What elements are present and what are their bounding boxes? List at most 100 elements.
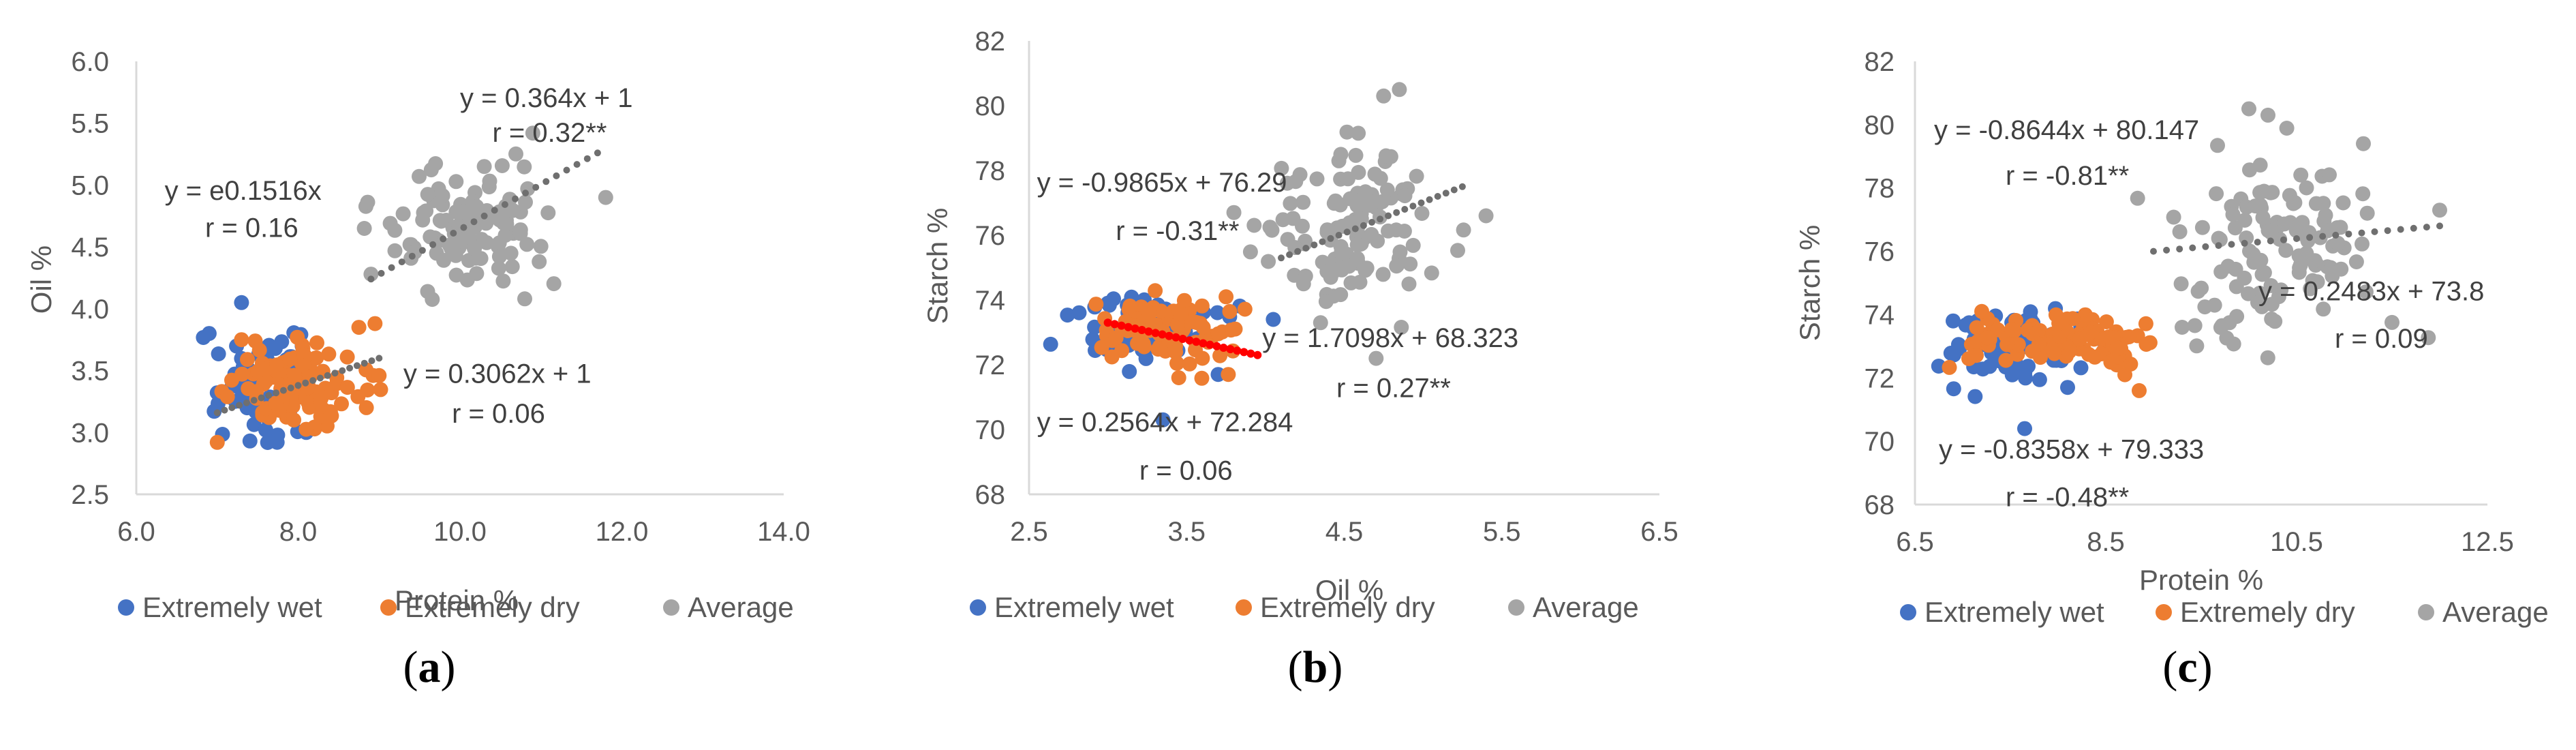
trendline-dot: [2293, 235, 2300, 242]
trendline-dot: [2202, 243, 2209, 250]
data-point-extremely-dry: [1148, 283, 1163, 299]
data-point-average: [2318, 207, 2333, 223]
trendline-dot: [1335, 232, 1343, 239]
data-point-extremely-wet: [2073, 360, 2089, 376]
data-point-average: [1392, 244, 1408, 260]
data-point-average: [360, 194, 375, 210]
legend-entry: Extremely dry: [1260, 591, 1435, 623]
data-point-extremely-dry: [1222, 303, 1238, 319]
trendline-dot: [1393, 209, 1400, 216]
data-point-average: [1370, 233, 1385, 249]
data-point-extremely-dry: [240, 352, 255, 368]
trendline-dot: [2332, 231, 2340, 239]
data-point-average: [546, 276, 562, 292]
data-point-average: [457, 205, 473, 220]
data-point-average: [2166, 209, 2181, 225]
chart-panel-b: 68 70 72 74 76 78 80 82 2.5 3.5 4.5 5.5 6.5 y = -0.98…: [921, 27, 1678, 692]
trendline-dot: [573, 161, 581, 168]
data-point-average: [2356, 136, 2371, 151]
trendline-dot: [250, 397, 258, 404]
trendline-dot: [339, 367, 346, 374]
data-point-average: [2187, 318, 2203, 333]
data-point-average: [2210, 138, 2225, 153]
regression-annotation: r = 0.06: [1139, 456, 1233, 486]
x-tick-label: 14.0: [757, 517, 810, 547]
data-point-average: [428, 156, 444, 171]
trendline-dot: [2150, 247, 2157, 255]
regression-annotation: y = 1.7098x + 68.323: [1262, 323, 1518, 353]
data-point-average: [478, 215, 494, 231]
regression-annotation: r = 0.27**: [1336, 374, 1451, 404]
trendline-dot: [2215, 242, 2222, 250]
trendline-dot: [273, 389, 280, 397]
trendline-dot: [1233, 346, 1242, 355]
data-point-average: [495, 273, 511, 289]
x-tick-label: 6.5: [1640, 517, 1678, 547]
data-point-average: [1456, 222, 1471, 238]
trendline-dot: [1310, 241, 1318, 249]
data-point-average: [423, 229, 438, 245]
data-point-average: [467, 241, 482, 256]
data-point-average: [2322, 167, 2337, 183]
data-point-extremely-wet: [1100, 295, 1116, 311]
trendline-dot: [2410, 224, 2417, 232]
trendline-dot: [2280, 236, 2287, 243]
x-tick-label: 10.0: [433, 517, 487, 547]
trendline-dot: [294, 382, 302, 389]
data-point-extremely-wet: [1122, 363, 1137, 379]
data-point-extremely-dry: [2132, 382, 2147, 398]
trendline-dot: [1351, 225, 1359, 232]
data-point-average: [2307, 253, 2322, 269]
legend-marker: [2156, 604, 2172, 620]
data-point-average: [1414, 206, 1430, 221]
data-point-extremely-dry: [1171, 370, 1186, 385]
data-point-extremely-dry: [2121, 329, 2137, 344]
y-tick-label: 78: [975, 156, 1006, 186]
trendline-dot: [287, 385, 294, 391]
trendline-dot: [346, 364, 354, 372]
trendline-dot: [470, 218, 478, 226]
trendline-dot: [1144, 327, 1153, 336]
data-point-extremely-wet: [2017, 365, 2033, 380]
trendline-dot: [408, 252, 416, 260]
data-point-average: [598, 190, 613, 205]
regression-annotation: r = 0.16: [205, 213, 298, 243]
x-tick-label: 12.5: [2461, 527, 2514, 557]
data-point-extremely-dry: [1108, 330, 1124, 346]
regression-annotation: y = -0.8644x + 80.147: [1934, 115, 2199, 145]
y-tick-label: 3.0: [71, 418, 109, 448]
data-point-extremely-dry: [321, 346, 337, 362]
data-point-average: [2279, 121, 2295, 136]
data-point-average: [532, 254, 547, 269]
data-point-average: [1450, 243, 1465, 258]
data-point-average: [491, 249, 507, 265]
trendline-dot: [1385, 212, 1392, 220]
data-point-average: [2194, 220, 2210, 235]
data-point-extremely-dry: [2081, 346, 2096, 362]
data-point-average: [491, 260, 506, 276]
x-axis-title: Protein %: [395, 584, 519, 616]
data-point-extremely-dry: [2025, 326, 2040, 342]
trendline-dot: [353, 362, 361, 370]
data-point-average: [479, 235, 494, 250]
data-point-average: [469, 266, 485, 282]
data-point-average: [1295, 194, 1311, 210]
data-point-extremely-dry: [251, 342, 267, 358]
y-tick-label: 2.5: [71, 480, 109, 510]
data-point-average: [2299, 180, 2314, 196]
trendline-dot: [2241, 239, 2248, 247]
regression-annotation: y = 0.2483x + 73.8: [2258, 277, 2484, 307]
data-point-average: [1261, 254, 1276, 269]
data-point-extremely-dry: [1221, 367, 1236, 382]
data-point-average: [433, 213, 449, 229]
data-point-extremely-dry: [290, 329, 305, 345]
y-tick-label: 68: [1865, 490, 1895, 520]
trendline-dot: [2423, 224, 2430, 231]
data-point-average: [1378, 148, 1394, 164]
data-point-extremely-dry: [2051, 316, 2067, 331]
data-point-extremely-dry: [286, 368, 302, 383]
data-point-average: [2348, 254, 2364, 269]
trendline-dot: [1240, 348, 1248, 357]
data-point-average: [2260, 350, 2275, 365]
